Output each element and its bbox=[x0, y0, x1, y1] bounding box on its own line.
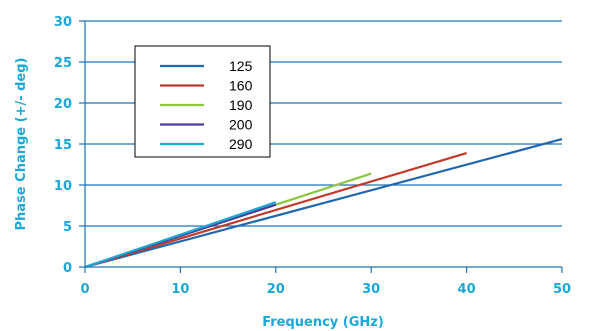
series-line-290 bbox=[84, 201, 277, 269]
legend-label-200: 200 bbox=[229, 117, 253, 133]
series-lines bbox=[84, 138, 563, 269]
axes bbox=[79, 20, 563, 273]
y-tick-label-20: 20 bbox=[54, 97, 72, 112]
legend-box bbox=[134, 45, 271, 158]
x-tick-label-30: 30 bbox=[362, 282, 380, 297]
x-tick-label-20: 20 bbox=[267, 282, 285, 297]
x-tick-label-40: 40 bbox=[458, 282, 476, 297]
x-axis-label: Frequency (GHz) bbox=[262, 315, 384, 330]
y-tick-label-0: 0 bbox=[63, 261, 72, 276]
tick-labels: 0 5 10 15 20 25 30 0 10 20 30 40 50 bbox=[54, 15, 571, 297]
y-tick-label-15: 15 bbox=[54, 138, 72, 153]
x-tick-label-0: 0 bbox=[80, 282, 89, 297]
y-tick-label-25: 25 bbox=[54, 56, 72, 71]
legend-label-190: 190 bbox=[229, 97, 253, 113]
y-tick-label-10: 10 bbox=[54, 179, 72, 194]
series-line-160 bbox=[84, 151, 467, 269]
legend: 125 160 190 200 290 bbox=[134, 45, 271, 158]
series-line-125 bbox=[84, 138, 563, 269]
x-tick-label-50: 50 bbox=[553, 282, 571, 297]
x-tick-label-10: 10 bbox=[171, 282, 189, 297]
legend-label-160: 160 bbox=[229, 78, 253, 94]
y-tick-label-5: 5 bbox=[63, 220, 72, 235]
legend-label-290: 290 bbox=[229, 136, 253, 152]
y-tick-label-30: 30 bbox=[54, 15, 72, 30]
legend-label-125: 125 bbox=[229, 58, 253, 74]
y-axis-label: Phase Change (+/- deg) bbox=[14, 58, 29, 231]
